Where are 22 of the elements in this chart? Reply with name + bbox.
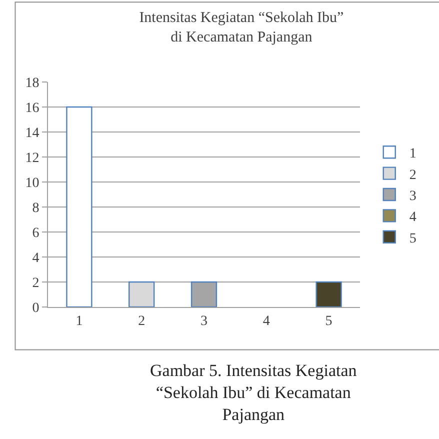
y-tick-label: 2 (32, 276, 40, 291)
y-tick-label: 12 (25, 150, 40, 166)
y-tick-label: 18 (25, 76, 40, 91)
legend-label: 4 (409, 210, 416, 226)
y-tick-label: 8 (32, 200, 40, 216)
x-tick-label: 5 (325, 314, 332, 329)
legend-label: 5 (409, 231, 416, 246)
legend-label: 2 (409, 168, 416, 183)
legend-label: 1 (409, 146, 416, 162)
y-tick-label: 16 (25, 100, 40, 116)
y-tick-label: 4 (32, 250, 40, 266)
y-tick-label: 14 (25, 126, 40, 141)
y-tick-label: 10 (25, 176, 40, 191)
x-tick-label: 1 (76, 314, 83, 329)
chart-title: Intensitas Kegiatan “Sekolah Ibu” di Kecamatan Pajangan (139, 10, 344, 46)
x-tick-label: 3 (200, 314, 208, 329)
x-tick-label: 4 (262, 314, 270, 329)
text: Gambar 5. Intensitas Kegiatan “Sekolah Ibu” di Kecamatan Pajangan (150, 361, 358, 424)
y-tick-label: 6 (32, 226, 40, 241)
y-tick-label: 0 (32, 300, 40, 316)
legend-label: 3 (409, 188, 416, 204)
x-tick-label: 2 (138, 314, 146, 329)
